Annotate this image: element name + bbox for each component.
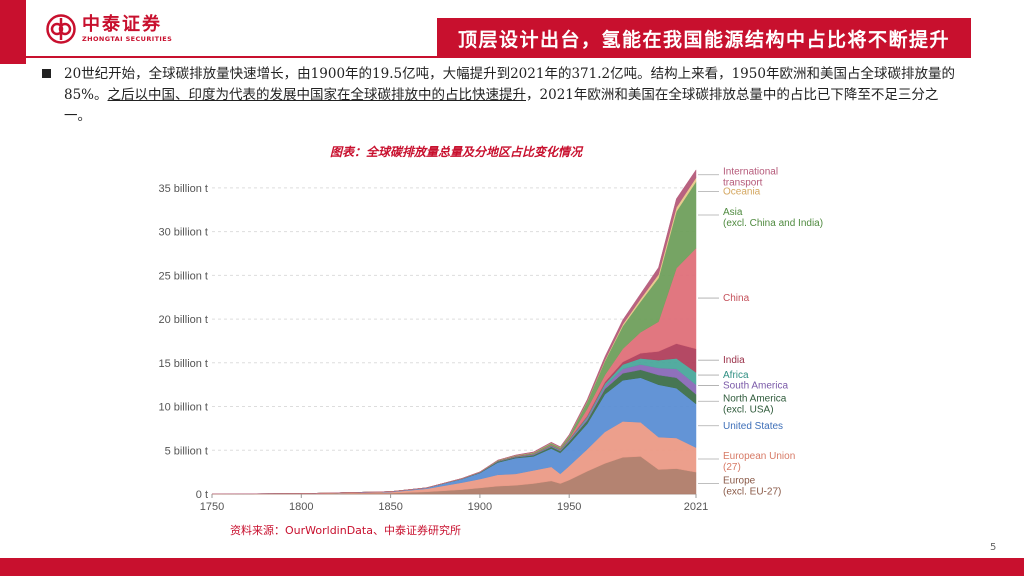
- legend-label: European Union: [723, 451, 795, 462]
- slide-title: 顶层设计出台，氢能在我国能源结构中占比将不断提升: [437, 18, 971, 58]
- legend-label: (excl. China and India): [723, 218, 823, 229]
- source-note: 资料来源：OurWorldinData、中泰证券研究所: [230, 524, 461, 537]
- y-tick-label: 10 billion t: [158, 402, 208, 414]
- body-text-underlined: 之后以中国、印度为代表的发展中国家在全球碳排放中的占比快速提升: [107, 87, 527, 103]
- legend-label: Asia: [723, 207, 743, 218]
- figure-title: 图表：全球碳排放量总量及分地区占比变化情况: [330, 145, 583, 159]
- footer-bar: [0, 558, 1024, 576]
- area-series-international-transport: [211, 169, 697, 495]
- company-logo: 中泰证券 ZHONGTAI SECURITIES: [46, 14, 172, 44]
- y-tick-label: 0 t: [196, 489, 208, 501]
- body-paragraph: 20世纪开始，全球碳排放量快速增长，由1900年的19.5亿吨，大幅提升到202…: [64, 64, 964, 127]
- left-accent-strip: [0, 0, 26, 64]
- y-tick-label: 35 billion t: [158, 183, 208, 195]
- legend-label: Oceania: [723, 186, 761, 197]
- legend-label: United States: [723, 421, 783, 432]
- legend-label: South America: [723, 381, 788, 392]
- y-tick-label: 20 billion t: [158, 314, 208, 326]
- page-number: 5: [990, 542, 997, 553]
- x-tick-label: 1900: [468, 501, 492, 513]
- x-tick-label: 1750: [200, 501, 224, 513]
- legend-label: (excl. USA): [723, 404, 774, 415]
- logo-chinese-name: 中泰证券: [82, 14, 162, 35]
- legend-label: Europe: [723, 476, 756, 487]
- legend-label: India: [723, 355, 745, 366]
- legend-label: transport: [723, 178, 763, 189]
- legend-label: North America: [723, 393, 787, 404]
- body-text-part3: ，2021年欧洲和美国在全球碳排放总量中的占比已下降至不足三分之一。: [64, 87, 939, 124]
- legend-label: International: [723, 167, 778, 178]
- y-tick-label: 25 billion t: [158, 270, 208, 282]
- y-tick-label: 30 billion t: [158, 227, 208, 239]
- legend-label: (excl. EU-27): [723, 487, 781, 498]
- logo-english-name: ZHONGTAI SECURITIES: [82, 35, 173, 43]
- bullet-square-icon: [42, 69, 51, 78]
- x-tick-label: 2021: [684, 501, 708, 513]
- legend-label: China: [723, 293, 750, 304]
- x-tick-label: 1800: [289, 501, 313, 513]
- emissions-stacked-area-chart: 0 t 5 billion t 10 billion t 15 billion t 20…: [158, 167, 823, 513]
- body-text-part1: 20世纪开始，全球碳排放量快速增长，由1900年的19.5亿吨，大幅提升到202…: [64, 66, 955, 103]
- legend-label: (27): [723, 462, 741, 473]
- y-tick-label: 5 billion t: [165, 445, 208, 457]
- y-tick-label: 15 billion t: [158, 358, 208, 370]
- logo-mark-icon: [46, 14, 76, 44]
- x-tick-label: 1850: [378, 501, 402, 513]
- header-divider: [26, 56, 971, 58]
- x-tick-label: 1950: [557, 501, 581, 513]
- legend-label: Africa: [723, 370, 749, 381]
